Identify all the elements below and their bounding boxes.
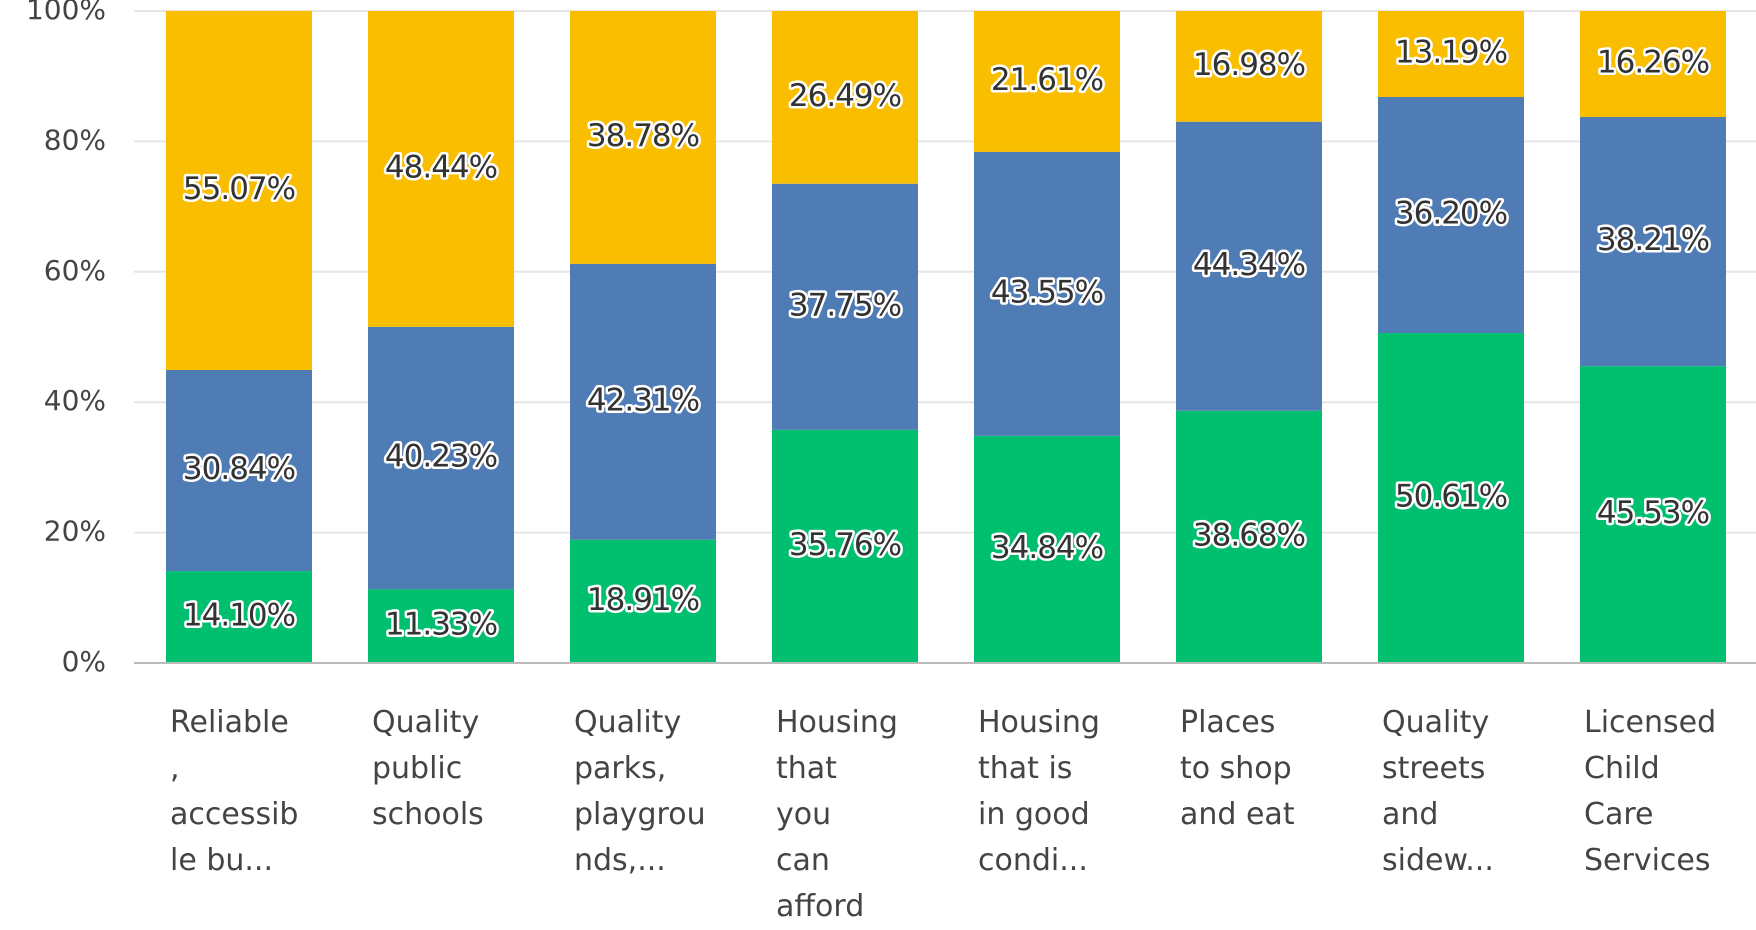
x-tick-label: Licensed Child Care Services — [1584, 705, 1717, 878]
bar-segment — [1176, 11, 1322, 122]
bar-segment — [974, 11, 1120, 152]
value-label: 38.78% — [587, 118, 699, 154]
value-label: 44.34% — [1193, 247, 1305, 283]
bar-segment — [1378, 11, 1524, 97]
value-label: 16.26% — [1597, 45, 1709, 81]
bar-segment — [368, 589, 514, 663]
value-label: 38.68% — [1193, 517, 1305, 553]
bar-segment — [1580, 366, 1726, 663]
bar-segment — [570, 11, 716, 264]
x-tick-label: Housing that you can afford — [776, 705, 898, 924]
bar-segment — [570, 263, 716, 540]
value-label: 16.98% — [1193, 47, 1305, 83]
value-label: 37.75% — [789, 287, 901, 323]
y-tick-label: 20% — [44, 515, 106, 548]
value-label: 55.07% — [183, 171, 295, 207]
bar-segment — [570, 539, 716, 663]
value-label: 45.53% — [1597, 495, 1709, 531]
bar-segment — [1176, 410, 1322, 663]
x-tick-label: Places to shop and eat — [1180, 705, 1295, 832]
bar-segment — [974, 435, 1120, 663]
bar-segment — [166, 571, 312, 663]
y-tick-label: 100% — [26, 0, 106, 26]
bar-segment — [368, 11, 514, 327]
bar-segment — [1580, 117, 1726, 367]
bar-segment — [1580, 11, 1726, 118]
bar-segment — [772, 429, 918, 663]
value-label: 30.84% — [183, 451, 295, 487]
value-label: 38.21% — [1597, 222, 1709, 258]
bar-segment — [974, 151, 1120, 436]
bar-segment — [772, 11, 918, 184]
y-tick-label: 60% — [44, 254, 106, 287]
y-tick-label: 80% — [44, 123, 106, 156]
value-label: 36.20% — [1395, 196, 1507, 232]
value-label: 26.49% — [789, 78, 901, 114]
value-label: 43.55% — [991, 274, 1103, 310]
bar-segment — [166, 10, 312, 370]
value-label: 18.91% — [587, 582, 699, 618]
value-label: 42.31% — [587, 382, 699, 418]
bar-segment — [772, 183, 918, 430]
bar-segment — [166, 369, 312, 572]
value-label: 11.33% — [385, 607, 497, 643]
bar-segment — [1378, 96, 1524, 334]
value-label: 13.19% — [1395, 34, 1507, 70]
value-label: 14.10% — [183, 598, 295, 634]
x-tick-label: Quality parks, playgrou nds,... — [574, 705, 706, 878]
value-label: 50.61% — [1395, 479, 1507, 515]
bar-segment — [1378, 333, 1524, 663]
bar-segment — [1176, 121, 1322, 411]
value-label: 34.84% — [991, 530, 1103, 566]
value-label: 40.23% — [385, 438, 497, 474]
value-label: 21.61% — [991, 62, 1103, 98]
x-tick-label: Housing that is in good condi... — [978, 705, 1100, 878]
x-tick-label: Quality streets and sidew... — [1382, 705, 1494, 878]
value-label: 48.44% — [385, 149, 497, 185]
x-tick-label: Quality public schools — [372, 705, 484, 832]
value-label: 35.76% — [789, 527, 901, 563]
y-tick-label: 40% — [44, 384, 106, 417]
x-tick-label: Reliable , accessib le bu... — [170, 705, 299, 878]
y-tick-label: 0% — [62, 645, 106, 678]
bar-segment — [368, 326, 514, 590]
